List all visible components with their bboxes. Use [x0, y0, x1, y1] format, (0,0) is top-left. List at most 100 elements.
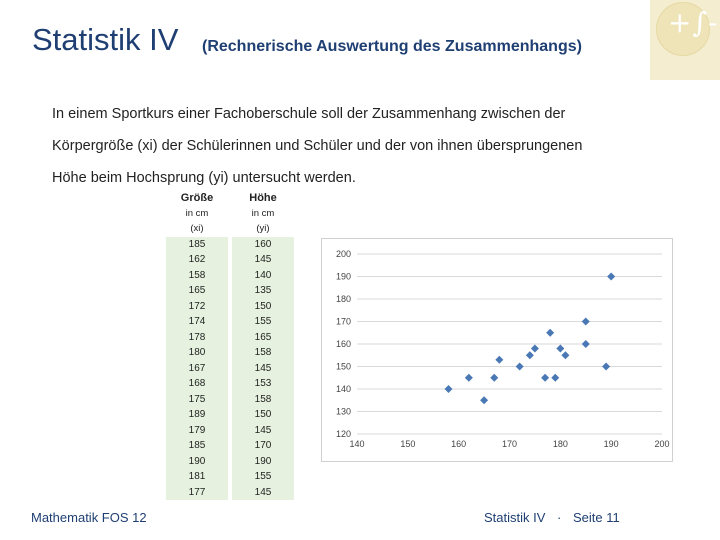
table-row: 179 145 [166, 422, 294, 438]
table-header-height: Höhe [232, 190, 294, 206]
table-cell-size: 190 [166, 453, 228, 469]
table-cell-size: 168 [166, 376, 228, 392]
data-point [525, 351, 534, 360]
table-cell-height: 158 [232, 345, 294, 361]
footer-course: Mathematik FOS 12 [31, 510, 147, 525]
y-tick-label: 150 [336, 362, 351, 372]
x-tick-label: 200 [654, 439, 669, 449]
intro-line-3: Höhe beim Hochsprung (yi) untersucht wer… [52, 170, 356, 186]
y-tick-label: 130 [336, 407, 351, 417]
intro-line-1: In einem Sportkurs einer Fachoberschule … [52, 106, 566, 122]
intro-text: In einem Sportkurs einer Fachoberschule … [52, 98, 656, 194]
data-point [581, 317, 590, 326]
data-point [490, 373, 499, 382]
x-tick-label: 150 [400, 439, 415, 449]
footer-page-prefix: Seite [573, 510, 603, 525]
table-cell-height: 145 [232, 360, 294, 376]
x-tick-label: 180 [553, 439, 568, 449]
y-tick-label: 200 [336, 249, 351, 259]
table-cell-size: 185 [166, 438, 228, 454]
table-header-size: Größe [166, 190, 228, 206]
table-cell-size: 189 [166, 407, 228, 423]
data-point [515, 362, 524, 371]
table-cell-size: 185 [166, 236, 228, 252]
table-cell-size: 165 [166, 283, 228, 299]
table-row: 168 153 [166, 376, 294, 392]
table-cell-size: 158 [166, 267, 228, 283]
table-cell-size: 167 [166, 360, 228, 376]
footer-page-info: Statistik IV · Seite 11 [484, 510, 620, 525]
table-row: 185 170 [166, 438, 294, 454]
data-point [541, 373, 550, 382]
logo-circle [656, 2, 710, 56]
data-point [444, 385, 453, 393]
y-tick-label: 160 [336, 339, 351, 349]
table-cell-size: 178 [166, 329, 228, 345]
page-title: Statistik IV [32, 22, 179, 57]
table-cell-height: 160 [232, 236, 294, 252]
intro-line-2: Körpergröße (xi) der Schülerinnen und Sc… [52, 138, 583, 154]
table-unit-size: in cm [166, 205, 228, 221]
table-cell-size: 179 [166, 422, 228, 438]
table-row: 189 150 [166, 407, 294, 423]
data-point [464, 373, 473, 382]
data-table: Größe Höhe in cm in cm (xi) (yi) 185 160 1… [162, 190, 298, 500]
table-row: 165 135 [166, 283, 294, 299]
table-row: 180 158 [166, 345, 294, 361]
data-point [546, 328, 555, 337]
table-cell-height: 155 [232, 314, 294, 330]
x-tick-label: 140 [349, 439, 364, 449]
y-tick-label: 140 [336, 384, 351, 394]
x-tick-label: 160 [451, 439, 466, 449]
table-cell-size: 172 [166, 298, 228, 314]
y-tick-label: 120 [336, 429, 351, 439]
footer-separator: · [557, 510, 562, 525]
table-cell-height: 153 [232, 376, 294, 392]
table-cell-height: 135 [232, 283, 294, 299]
table-row: 190 190 [166, 453, 294, 469]
table-row: 185 160 [166, 236, 294, 252]
y-tick-label: 180 [336, 294, 351, 304]
table-row: 158 140 [166, 267, 294, 283]
table-cell-height: 165 [232, 329, 294, 345]
y-tick-label: 170 [336, 317, 351, 327]
table-unit-height: in cm [232, 205, 294, 221]
table-cell-height: 170 [232, 438, 294, 454]
table-cell-height: 150 [232, 298, 294, 314]
data-point [561, 351, 570, 360]
footer-page-number: 11 [606, 510, 620, 525]
table-row: 178 165 [166, 329, 294, 345]
table-cell-height: 150 [232, 407, 294, 423]
chart-frame [321, 238, 673, 462]
table-cell-height: 145 [232, 252, 294, 268]
table-cell-height: 155 [232, 469, 294, 485]
x-tick-label: 170 [502, 439, 517, 449]
scatter-chart: 120 130 140 150 160 170 180 190 200 140 150 160 170 1… [336, 249, 670, 449]
table-cell-size: 175 [166, 391, 228, 407]
page-subtitle: (Rechnerische Auswertung des Zusammenhan… [202, 38, 582, 55]
table-cell-size: 177 [166, 484, 228, 500]
y-tick-label: 190 [336, 272, 351, 282]
data-point [530, 344, 539, 353]
table-row: 167 145 [166, 360, 294, 376]
table-cell-size: 162 [166, 252, 228, 268]
data-point [495, 355, 504, 364]
table-row: 181 155 [166, 469, 294, 485]
x-tick-label: 190 [604, 439, 619, 449]
table-var-x: (xi) [166, 221, 228, 237]
table-cell-height: 145 [232, 484, 294, 500]
table-row: 174 155 [166, 314, 294, 330]
data-point [480, 396, 489, 405]
table-cell-height: 145 [232, 422, 294, 438]
data-point [607, 272, 616, 281]
data-point [581, 340, 590, 348]
integral-logo-icon: +∫- [668, 6, 719, 39]
footer-topic: Statistik IV [484, 510, 546, 525]
table-cell-height: 190 [232, 453, 294, 469]
table-cell-height: 140 [232, 267, 294, 283]
table-cell-height: 158 [232, 391, 294, 407]
table-cell-size: 181 [166, 469, 228, 485]
table-row: 172 150 [166, 298, 294, 314]
table-cell-size: 180 [166, 345, 228, 361]
data-point [556, 344, 565, 353]
